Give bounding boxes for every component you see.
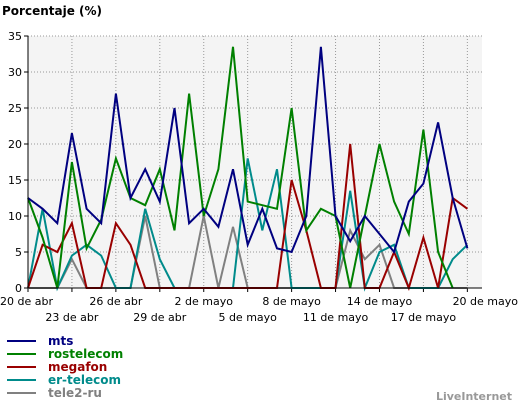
x-tick-label: 20 de abr: [0, 295, 53, 308]
y-axis-ticks: 0 5 10 15 20 25 30 35: [8, 30, 28, 295]
chart-title: Porcentaje (%): [2, 4, 102, 18]
y-tick-label: 35: [8, 30, 22, 43]
plot-area: [28, 36, 482, 288]
y-tick-label: 25: [8, 102, 22, 115]
legend-label-rostelecom: rostelecom: [48, 347, 123, 361]
series-line-er-telecom: [27, 158, 469, 292]
series-line-mts: [27, 46, 469, 255]
y-tick-label: 15: [8, 174, 22, 187]
x-tick-label: 17 de mayo: [391, 311, 457, 324]
y-tick-label: 30: [8, 66, 22, 79]
x-axis-ticks: 20 de abr 26 de abr 2 de mayo 8 de mayo 14 d…: [0, 288, 518, 324]
y-tick-label: 10: [8, 210, 22, 223]
x-tick-label: 20 de mayo: [453, 295, 519, 308]
legend-label-tele2-ru: tele2-ru: [48, 386, 102, 400]
x-tick-label: 29 de abr: [133, 311, 186, 324]
legend-label-er-telecom: er-telecom: [48, 373, 121, 387]
x-tick-label: 11 de mayo: [303, 311, 369, 324]
x-tick-label: 14 de mayo: [347, 295, 413, 308]
x-tick-label: 26 de abr: [89, 295, 142, 308]
x-tick-label: 8 de mayo: [262, 295, 321, 308]
x-tick-label: 5 de mayo: [218, 311, 277, 324]
legend-label-mts: mts: [48, 334, 73, 348]
y-tick-label: 20: [8, 138, 22, 151]
x-tick-label: 2 de mayo: [175, 295, 234, 308]
y-tick-label: 5: [15, 246, 22, 259]
x-tick-label: 23 de abr: [45, 311, 98, 324]
legend-label-megafon: megafon: [48, 360, 107, 374]
y-tick-label: 0: [15, 282, 22, 295]
series-line-rostelecom: [27, 46, 454, 289]
brand-label: LiveInternet: [436, 390, 512, 403]
